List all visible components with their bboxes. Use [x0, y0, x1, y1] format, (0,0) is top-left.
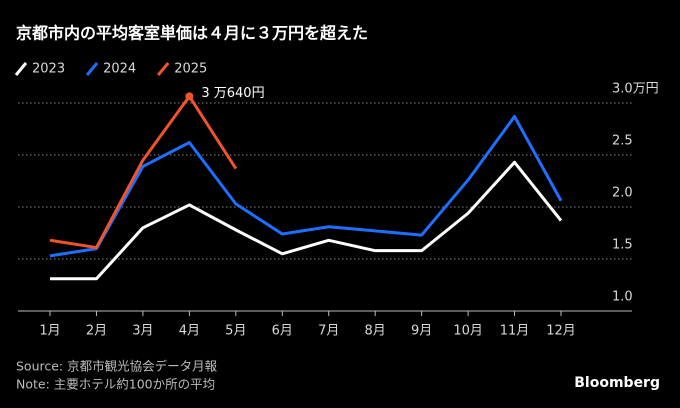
annotation-dot [185, 92, 194, 101]
x-tick-label: 10月 [453, 324, 483, 339]
x-tick-label: 4月 [179, 324, 200, 339]
legend-label: 2024 [103, 62, 136, 77]
x-tick-label: 11月 [500, 324, 530, 339]
x-tick-label: 9月 [411, 324, 432, 339]
x-tick-label: 1月 [39, 324, 60, 339]
x-tick-label: 7月 [318, 324, 339, 339]
annotation: 3 万640円 [201, 86, 264, 101]
brand: Bloomberg [574, 375, 660, 391]
legend-swatch [14, 62, 28, 76]
legend-swatch [85, 62, 99, 76]
x-tick-label: 5月 [225, 324, 246, 339]
x-tick-label: 8月 [365, 324, 386, 339]
legend-label: 2023 [32, 62, 65, 77]
note: Note: 主要ホテル約100か所の平均 [16, 377, 215, 392]
x-tick-label: 6月 [272, 324, 293, 339]
x-tick-label: 12月 [546, 324, 576, 339]
legend-swatch [157, 62, 170, 76]
y-tick-label: 1.5 [612, 238, 633, 253]
chart-title: 京都市内の平均客室単価は４月に３万円を超えた [16, 24, 368, 43]
source: Source: 京都市観光協会データ月報 [16, 359, 218, 374]
series-line [49, 115, 563, 258]
legend-label: 2025 [174, 62, 207, 77]
y-tick-label: 3.0万円 [612, 82, 659, 97]
series-line [50, 160, 563, 281]
y-tick-label: 2.5 [612, 134, 633, 149]
y-tick-label: 1.0 [612, 290, 633, 305]
y-tick-label: 2.0 [612, 186, 633, 201]
x-tick-label: 2月 [86, 324, 107, 339]
series-line [49, 94, 238, 250]
x-tick-label: 3月 [132, 324, 153, 339]
